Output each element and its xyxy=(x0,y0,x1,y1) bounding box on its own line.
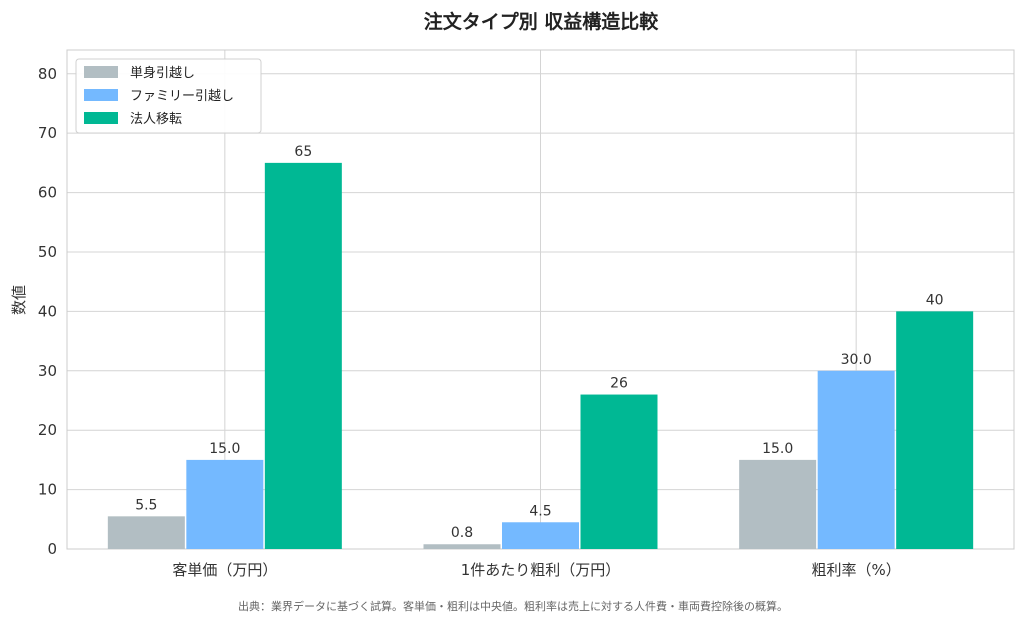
y-tick-label: 70 xyxy=(38,124,57,142)
data-label: 5.5 xyxy=(135,497,157,513)
y-axis-label: 数値 xyxy=(10,285,28,315)
data-label: 15.0 xyxy=(762,441,793,457)
data-label: 15.0 xyxy=(209,441,240,457)
data-label: 30.0 xyxy=(841,352,872,368)
legend-swatch xyxy=(84,66,118,78)
axis-ticks: 0 10 20 30 40 50 60 70 80 客単価（万円） 1件あたり粗利（万円） 粗利率（%… xyxy=(38,65,901,579)
legend-entry: 単身引越し xyxy=(130,65,195,81)
legend-swatch xyxy=(84,89,118,101)
bar xyxy=(817,370,895,549)
data-label: 26 xyxy=(610,376,628,392)
bar xyxy=(186,459,264,549)
bar xyxy=(896,311,974,549)
y-tick-label: 50 xyxy=(38,243,57,261)
chart-title: 注文タイプ別 収益構造比較 xyxy=(424,10,660,33)
legend-entry: 法人移転 xyxy=(130,112,182,127)
x-tick-label: 客単価（万円） xyxy=(172,561,277,579)
bars-layer: 5.5 15.0 65 0.8 4.5 26 15.0 30.0 40 xyxy=(107,144,974,549)
legend-swatch xyxy=(84,112,118,124)
bar xyxy=(423,544,501,549)
bar xyxy=(107,516,185,549)
y-tick-label: 80 xyxy=(38,65,57,83)
y-tick-label: 0 xyxy=(47,540,57,558)
data-label: 40 xyxy=(926,292,944,308)
y-tick-label: 10 xyxy=(38,481,57,499)
y-tick-label: 20 xyxy=(38,421,57,439)
chart-caption: 出典：業界データに基づく試算。客単価・粗利は中央値。粗利率は売上に対する人件費・… xyxy=(238,599,788,613)
y-tick-label: 60 xyxy=(38,184,57,202)
x-tick-label: 粗利率（%） xyxy=(812,561,901,579)
bar xyxy=(264,162,342,549)
bar xyxy=(739,459,817,549)
bar xyxy=(502,522,579,549)
data-label: 65 xyxy=(294,144,312,160)
bar xyxy=(580,394,658,549)
legend-box xyxy=(75,58,262,134)
y-tick-label: 40 xyxy=(38,302,57,320)
x-tick-label: 1件あたり粗利（万円） xyxy=(461,561,621,579)
y-tick-label: 30 xyxy=(38,362,57,380)
data-label: 4.5 xyxy=(529,503,551,519)
legend-entry: ファミリー引越し xyxy=(130,89,234,104)
data-label: 0.8 xyxy=(451,525,473,541)
